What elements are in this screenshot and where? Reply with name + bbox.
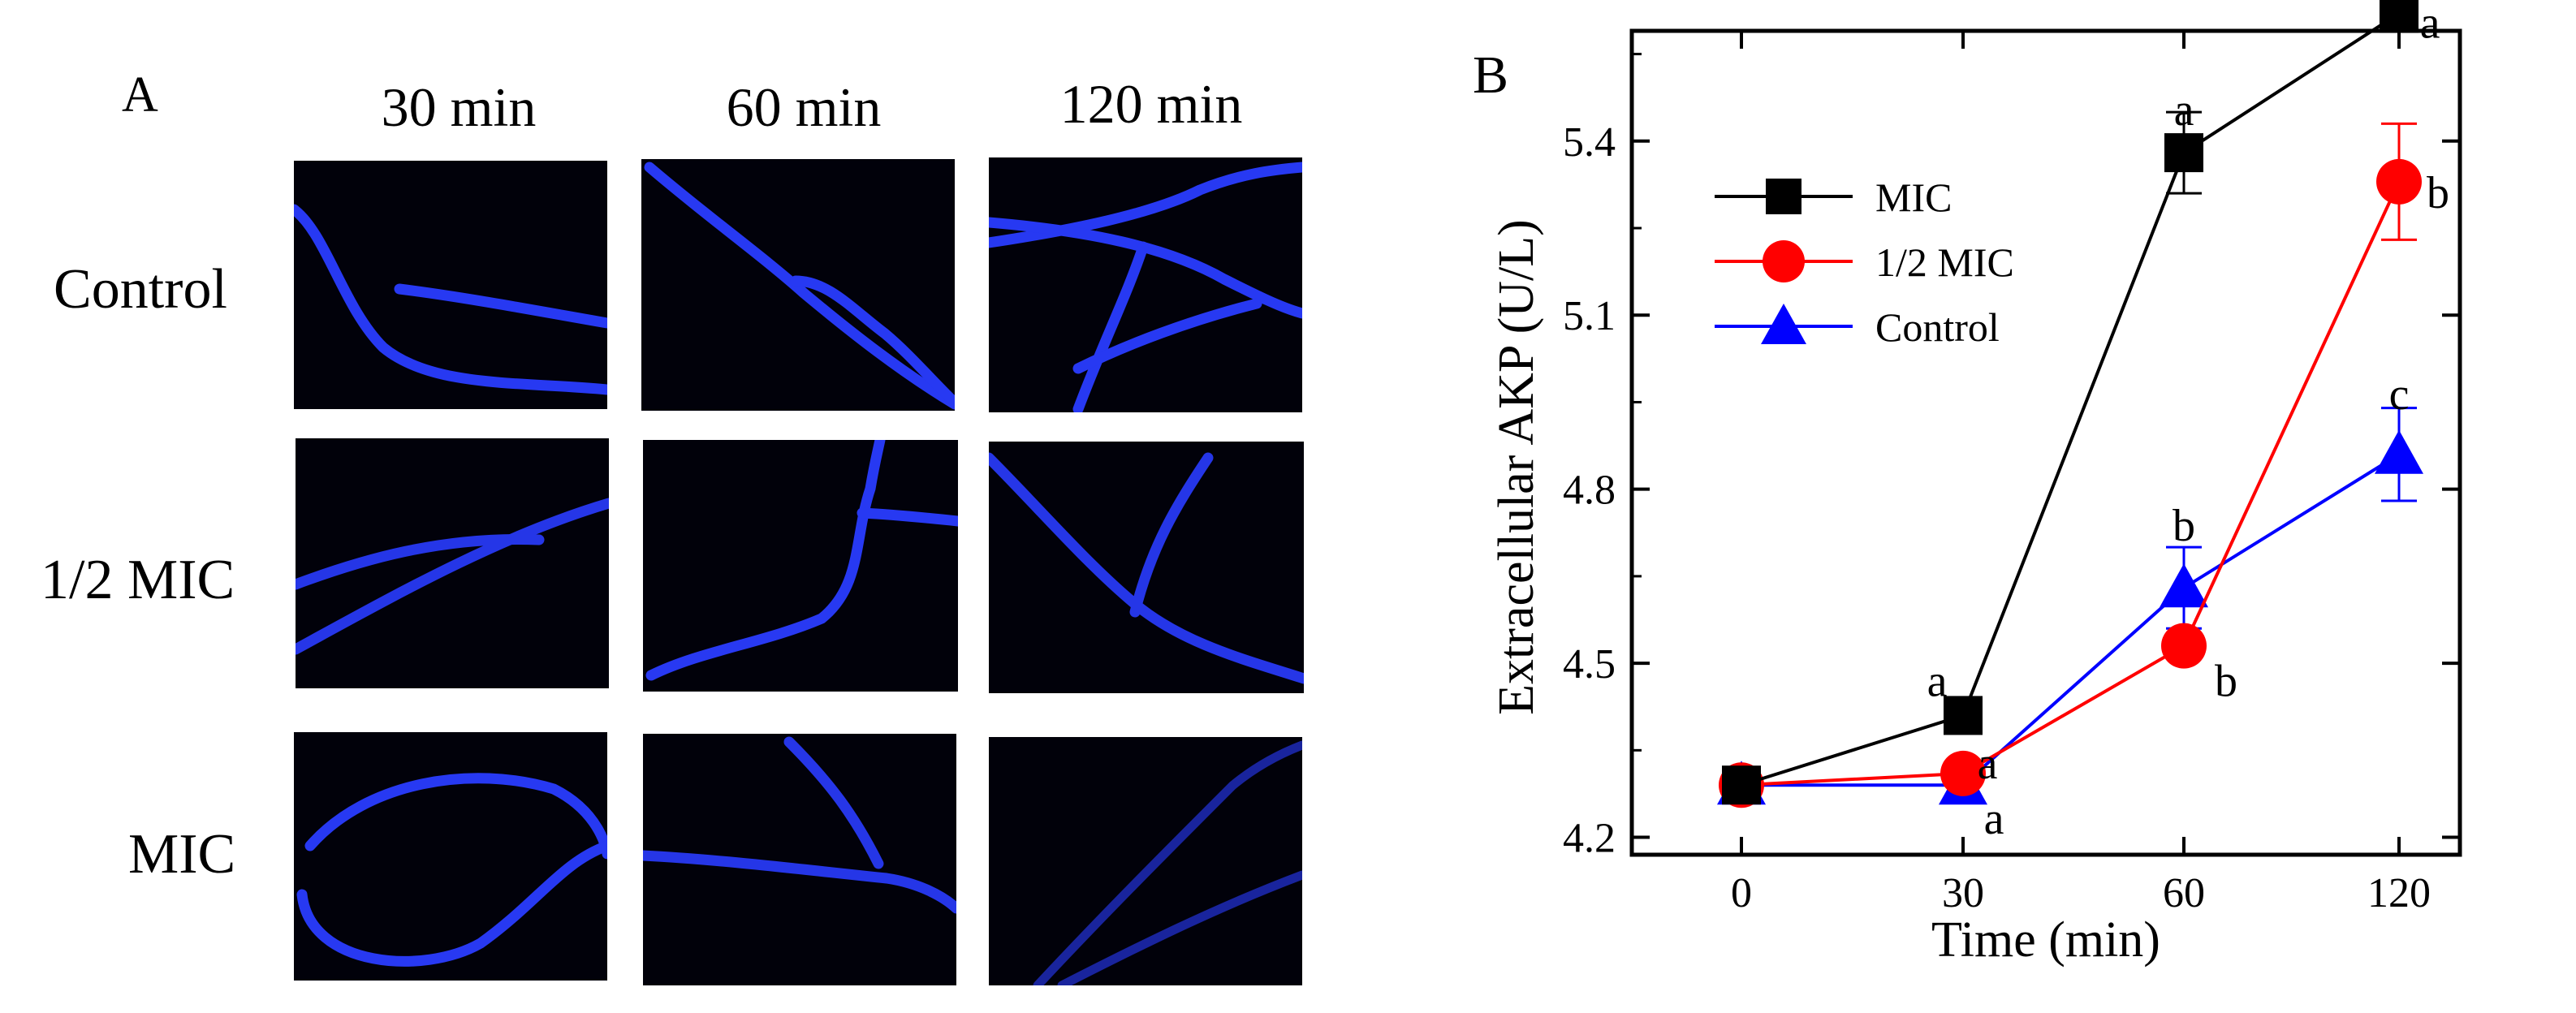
legend-label: MIC xyxy=(1875,175,1952,220)
y-tick-label: 4.5 xyxy=(1563,641,1616,688)
column-header-120-min: 120 min xyxy=(1059,73,1243,135)
significance-letter: a xyxy=(2174,85,2194,136)
data-point xyxy=(2161,623,2207,669)
significance-letter: a xyxy=(1978,739,1998,789)
x-tick-label: 30 xyxy=(1942,870,1984,916)
significance-letter: b xyxy=(2173,501,2195,551)
significance-letter: a xyxy=(2420,0,2440,49)
plot-frame xyxy=(1629,28,2462,857)
y-axis-label: Extracellular AKP (U/L) xyxy=(1489,219,1544,715)
micrograph-control-30-min xyxy=(294,161,607,409)
legend-marker xyxy=(1763,240,1805,282)
legend-label: 1/2 MIC xyxy=(1875,239,2014,285)
akp-line-chart: B 4.2 4.5 4.8 5.1 5.4 0 30 60 120 Time (min) Extra… xyxy=(1473,0,2462,968)
data-point xyxy=(2160,563,2208,608)
legend-label: Control xyxy=(1875,304,2000,350)
micrograph-mic-30-min xyxy=(294,732,607,981)
legend-entry: Control xyxy=(1715,304,2000,350)
significance-letter: b xyxy=(2427,168,2449,218)
y-tick-label: 5.1 xyxy=(1563,293,1616,339)
x-tick-label: 120 xyxy=(2367,870,2431,916)
significance-letter: b xyxy=(2215,657,2237,707)
micrograph-control-120-min xyxy=(989,157,1302,412)
data-point xyxy=(1944,696,1983,735)
significance-letter: c xyxy=(2389,369,2410,420)
data-point xyxy=(1940,750,1986,796)
micrograph-control-60-min xyxy=(641,159,955,411)
legend-entry: 1/2 MIC xyxy=(1715,239,2014,285)
legend-marker xyxy=(1766,179,1801,214)
series-mic: aaa xyxy=(1722,0,2440,805)
micrograph-half-mic-120-min xyxy=(989,442,1304,693)
x-tick-label: 0 xyxy=(1731,870,1752,916)
legend-entry: MIC xyxy=(1715,175,1952,220)
panel-a-letter: A xyxy=(122,67,158,123)
micrograph-half-mic-60-min xyxy=(643,440,958,692)
micrograph-mic-60-min xyxy=(643,734,956,985)
x-tick-label: 60 xyxy=(2163,870,2205,916)
row-header-mic: MIC xyxy=(128,823,236,886)
x-axis-label: Time (min) xyxy=(1931,912,2160,968)
y-tick-label: 5.4 xyxy=(1563,119,1616,166)
series-line xyxy=(1741,453,2401,787)
significance-letter: a xyxy=(1984,794,2004,844)
data-point xyxy=(2375,429,2423,474)
significance-letter: a xyxy=(1927,656,1948,706)
micrograph-half-mic-30-min xyxy=(296,438,609,688)
legend-marker xyxy=(1761,304,1806,344)
micrograph-mic-120-min xyxy=(989,737,1302,985)
data-point xyxy=(2380,0,2419,33)
y-tick-label: 4.8 xyxy=(1563,468,1616,514)
row-header-half-mic: 1/2 MIC xyxy=(41,549,235,611)
data-point xyxy=(2376,158,2422,205)
series-1-2-mic: a b b xyxy=(1719,122,2449,808)
column-header-30-min: 30 min xyxy=(381,76,537,138)
series-line xyxy=(1741,181,2401,787)
series-line xyxy=(1741,11,2401,787)
column-header-60-min: 60 min xyxy=(726,76,882,138)
row-header-control: Control xyxy=(54,258,227,321)
y-tick-label: 4.2 xyxy=(1563,816,1616,862)
data-point xyxy=(1722,765,1761,805)
panel-b-letter: B xyxy=(1473,45,1508,105)
data-point xyxy=(2164,133,2203,173)
